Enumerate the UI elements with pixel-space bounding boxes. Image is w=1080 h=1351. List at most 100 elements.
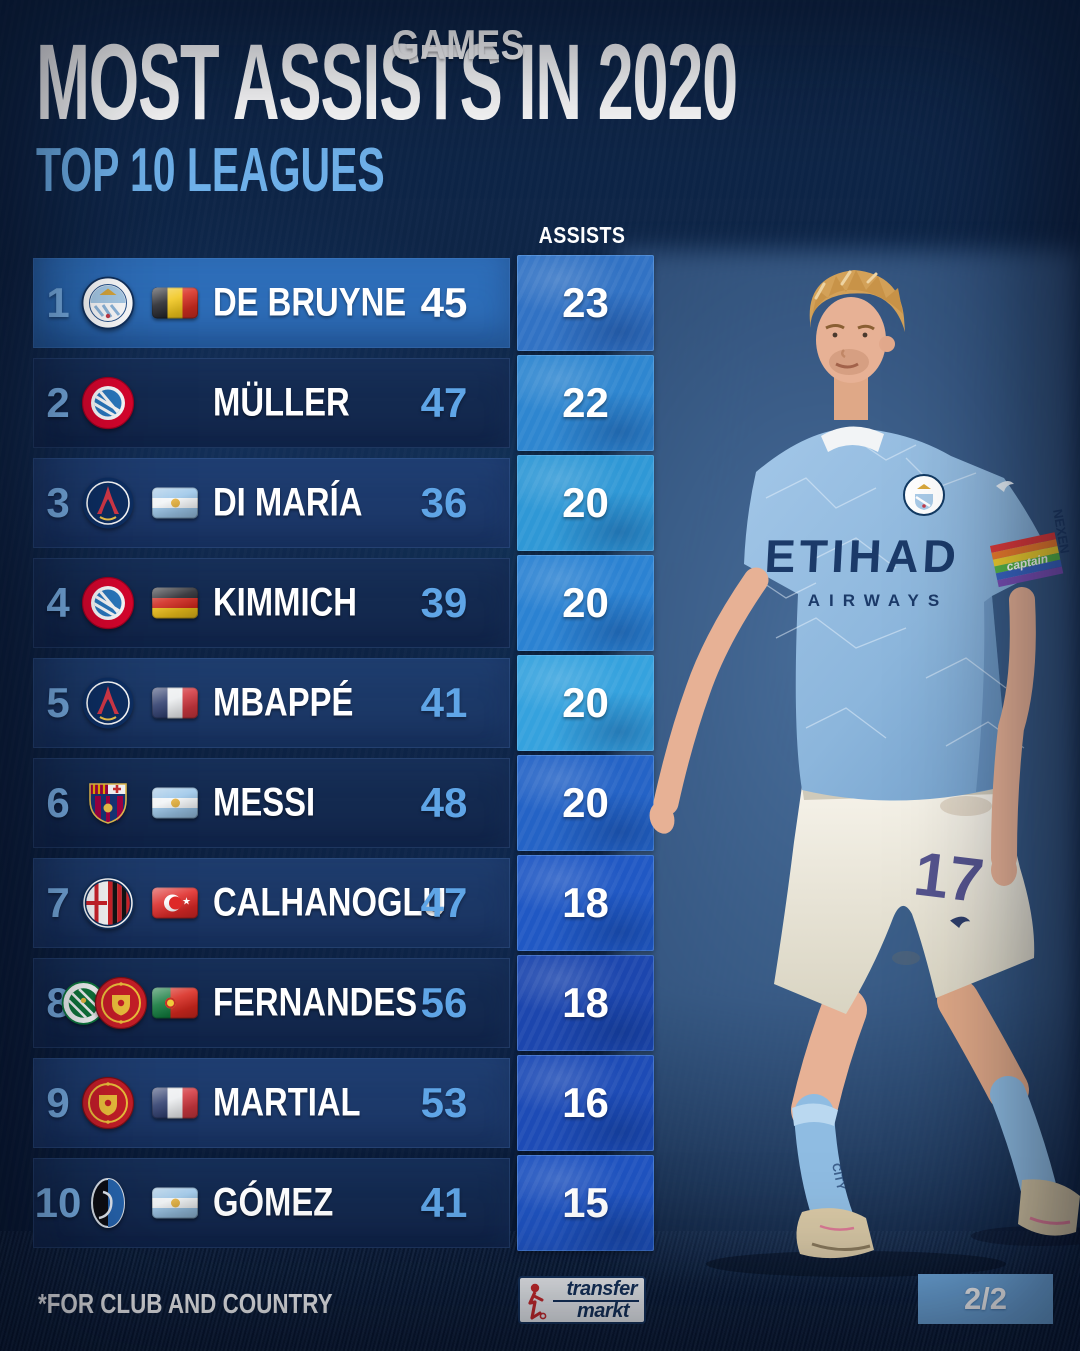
man-city-badge-icon [81,276,135,330]
rank-cell: 10 [34,1179,82,1226]
player-name: DE BRUYNE [213,280,407,325]
assists-value: 15 [562,1179,609,1226]
transfermarkt-wordmark: transfer markt [520,1279,639,1322]
player-name: KIMMICH [213,580,357,625]
column-header-games: GAMES [391,21,525,68]
assists-value-box: 18 [517,855,654,951]
assists-value-box: 16 [517,1055,654,1151]
assists-value-box: 20 [517,755,654,851]
games-value: 56 [420,979,468,1026]
player-name: MÜLLER [213,380,350,425]
player-name: MARTIAL [213,1080,361,1125]
assists-value-box: 18 [517,955,654,1051]
table-row: 1 DE BRUYNE 45 23 [0,255,1080,351]
player-name: GÓMEZ [213,1180,334,1225]
rank-cell: 9 [46,1079,70,1126]
table-row: 6 MESSI 48 20 [0,755,1080,851]
argentina-flag-icon [152,787,198,819]
turkey-flag-icon: ★ [152,887,198,919]
assists-value: 18 [562,879,609,926]
portugal-emblem-icon [165,997,176,1009]
argentina-flag-icon [152,1187,198,1219]
player-photo-kevin-de-bruyne: CITY 17 [649,270,1080,1277]
assists-value-box: 20 [517,655,654,751]
games-value: 39 [420,579,468,626]
argentina-flag-icon [152,487,198,519]
rank-cell: 7 [46,879,70,926]
assists-value-box: 20 [517,455,654,551]
transfermarkt-logo: transfer markt [518,1276,646,1324]
svg-text:CITY: CITY [829,1162,848,1192]
player-name: CALHANOGLU [213,880,447,925]
transfermarkt-figure-icon [528,1283,547,1320]
psg-badge-icon [81,476,135,530]
footnote: *FOR CLUB AND COUNTRY [38,1288,333,1319]
sun-icon [170,798,180,808]
brand-line1: transfer [552,1279,639,1302]
rank-cell: 2 [46,379,70,426]
assists-value-box: 22 [517,355,654,451]
atalanta-badge-icon [81,1176,135,1230]
assists-value-box: 15 [517,1155,654,1251]
page-indicator: 2/2 [918,1274,1053,1324]
svg-text:AIRWAYS: AIRWAYS [808,591,948,610]
ac-milan-badge-icon [81,876,135,930]
table-row: 9 MARTIAL 53 16 [0,1055,1080,1151]
sun-icon [170,498,180,508]
rank-cell: 1 [46,279,70,326]
assists-value: 18 [562,979,609,1026]
table-row: 10 GÓMEZ 41 15 [0,1155,1080,1251]
assists-value: 20 [562,679,609,726]
games-value: 47 [420,879,468,926]
star-icon: ★ [182,896,191,908]
games-value: 48 [420,779,468,826]
page-subtitle: TOP 10 LEAGUES [36,136,385,205]
brand-line2: markt [577,1300,629,1322]
player-name: MBAPPÉ [213,680,354,725]
sun-icon [170,1198,180,1208]
assists-value: 20 [562,779,609,826]
assists-value: 20 [562,479,609,526]
assists-value: 23 [562,279,609,326]
player-name: FERNANDES [213,980,418,1025]
table-row: 3 DI MARÍA 36 20 [0,455,1080,551]
rank-cell: 4 [46,579,70,626]
games-value: 53 [420,1079,468,1126]
column-header-assists: ASSISTS [538,222,626,248]
games-value: 41 [420,679,468,726]
games-value: 41 [420,1179,468,1226]
france-flag-icon [152,1087,198,1119]
player-name: DI MARÍA [213,480,363,525]
assists-value-box: 23 [517,255,654,351]
psg-badge-icon [81,676,135,730]
portugal-flag-icon [152,987,198,1019]
table-row: 4 KIMMICH 39 20 [0,555,1080,651]
rank-cell: 3 [46,479,70,526]
france-flag-icon [152,687,198,719]
man-united-badge-icon [81,1076,135,1130]
table-row: 5 MBAPPÉ 41 20 [0,655,1080,751]
table-row: 2 MÜLLER 47 22 [0,355,1080,451]
games-value: 36 [420,479,468,526]
games-value: 47 [420,379,468,426]
player-name: MESSI [213,780,316,825]
bayern-badge-icon [81,376,135,430]
table-row: 7 ★ CALHANOGLU 47 18 [0,855,1080,951]
assists-value: 20 [562,579,609,626]
crescent-inner [169,896,182,910]
assists-value: 16 [562,1079,609,1126]
rank-cell: 6 [46,779,70,826]
man-united-badge-icon [94,976,148,1030]
rank-cell: 5 [46,679,70,726]
games-value: 45 [420,279,468,326]
barcelona-badge-icon [81,776,135,830]
bayern-badge-icon [81,576,135,630]
svg-text:ETIHAD: ETIHAD [763,530,961,582]
assists-value: 22 [562,379,609,426]
page-title: MOST ASSISTS IN 2020 [36,21,738,142]
belgium-flag-icon [152,287,198,319]
germany-flag-icon [152,587,198,619]
table-row: 8 FERNANDES 56 18 [0,955,1080,1051]
rank-cell: 8 [46,979,70,1026]
